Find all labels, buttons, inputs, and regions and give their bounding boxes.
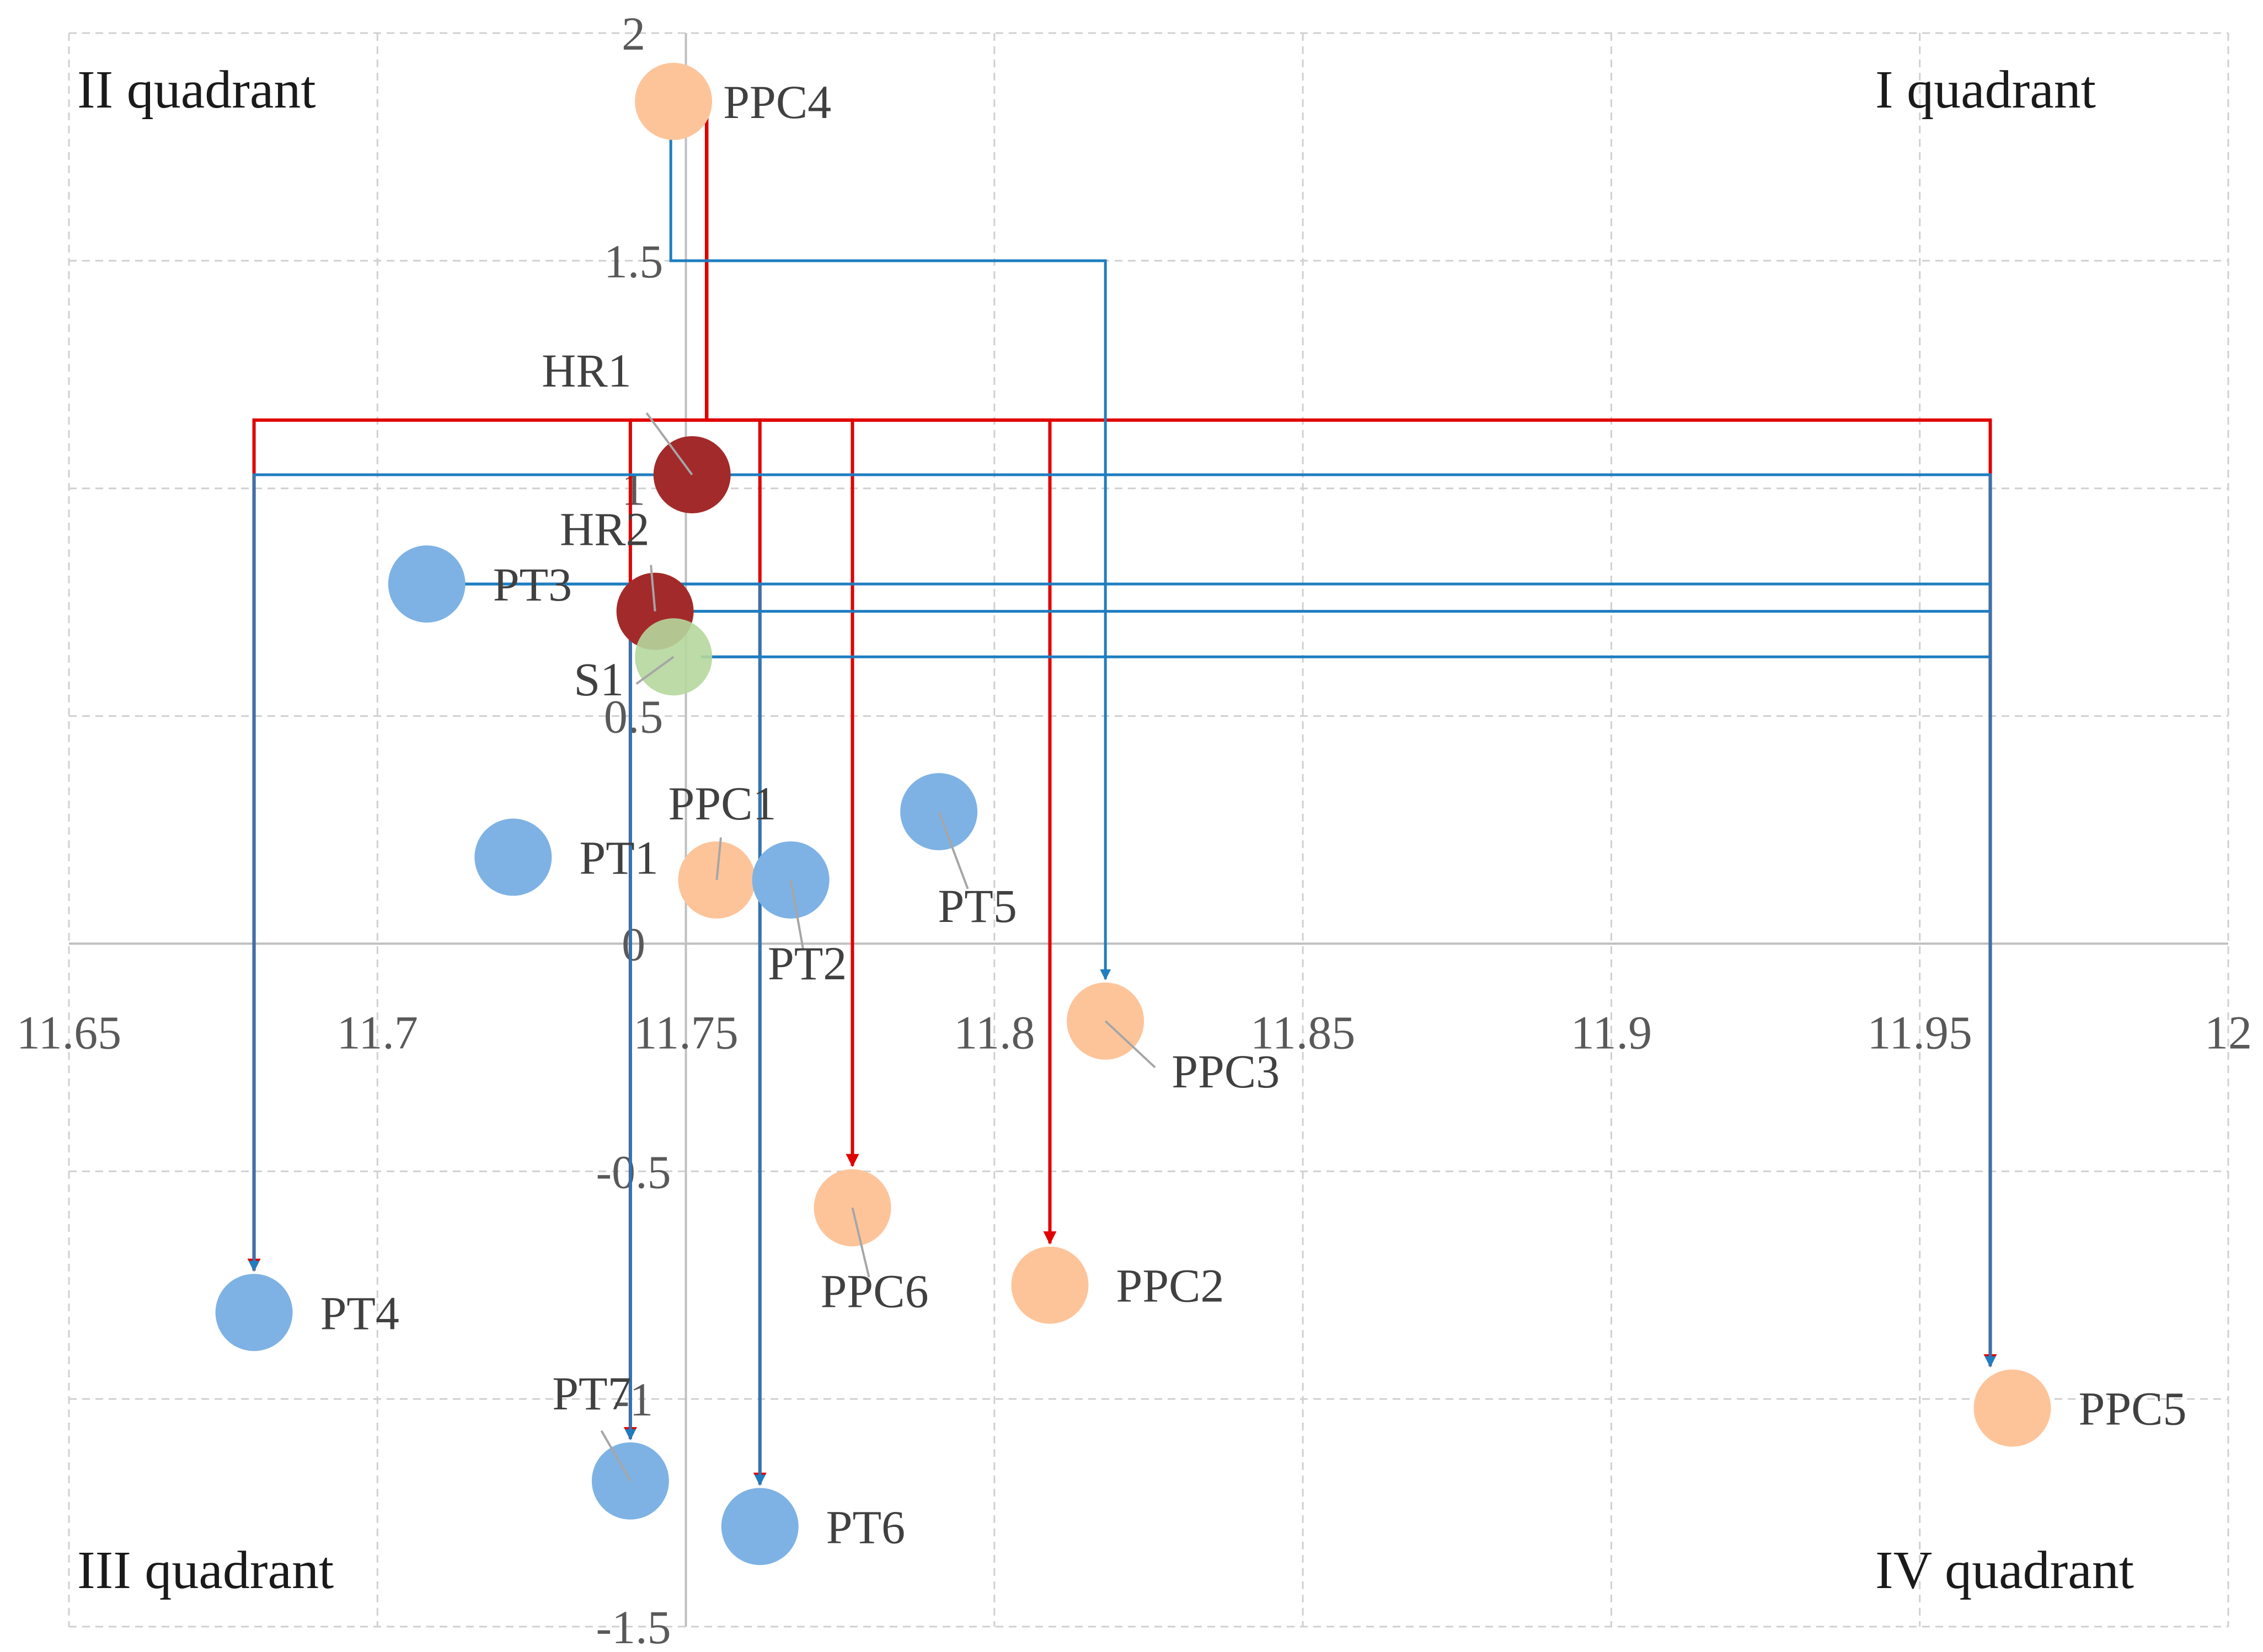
- quadrant-label-II: II quadrant: [77, 60, 316, 120]
- flow-arrow-ppc4-to-ppc3: [669, 106, 1111, 980]
- flow-arrow-pt3-to-ppc5: [454, 582, 1996, 1367]
- x-tick-label: 11.65: [17, 1006, 121, 1059]
- quadrant-label-IV: IV quadrant: [1875, 1541, 2134, 1600]
- x-tick-label: 11.7: [337, 1006, 418, 1059]
- flow-arrow-ppc4-to-ppc5: [705, 106, 1997, 1368]
- flow-arrow-hr1-to-ppc5: [719, 473, 1996, 1367]
- y-tick-label: 0.5: [604, 690, 664, 743]
- x-tick-label: 11.75: [633, 1006, 738, 1059]
- x-tick-label: 11.9: [1571, 1006, 1652, 1059]
- label-pt3: PT3: [493, 558, 572, 611]
- label-ppc2: PPC2: [1116, 1259, 1224, 1312]
- point-ppc4: [635, 62, 713, 140]
- label-ppc3: PPC3: [1171, 1045, 1280, 1098]
- y-tick-label: 0: [622, 918, 645, 970]
- label-ppc5: PPC5: [2079, 1382, 2187, 1435]
- leader-line: [1104, 1020, 1156, 1069]
- label-s1: S1: [574, 653, 624, 706]
- flow-arrow-hr2-to-ppc5: [682, 610, 1996, 1367]
- label-hr2: HR2: [560, 503, 649, 556]
- leader-line: [715, 837, 722, 881]
- y-tick-label: -1: [614, 1373, 654, 1426]
- label-pt7: PT7: [552, 1367, 631, 1420]
- point-pt4: [215, 1274, 293, 1351]
- axes: 11.65 11.7 11.75 11.8 11.85 11.9 11.95 12 2 1.5 1 0…: [17, 7, 2252, 1652]
- label-pt1: PT1: [579, 832, 658, 884]
- quadrant-label-I: I quadrant: [1875, 60, 2096, 120]
- quadrant-label-III: III quadrant: [77, 1541, 334, 1600]
- x-tick-label: 11.95: [1868, 1006, 1972, 1059]
- label-pt5: PT5: [938, 879, 1017, 932]
- point-ppc2: [1011, 1246, 1089, 1324]
- flow-arrows: [247, 106, 1997, 1486]
- label-pt6: PT6: [826, 1500, 905, 1553]
- leader-line: [645, 412, 693, 476]
- grid: [68, 32, 2229, 1628]
- leader-line: [789, 879, 805, 950]
- point-pt1: [474, 818, 552, 896]
- leader-line: [851, 1207, 870, 1278]
- leader-line: [600, 1430, 632, 1482]
- y-tick-label: 1: [622, 463, 645, 516]
- label-pt4: PT4: [320, 1286, 399, 1339]
- x-tick-label: 11.85: [1250, 1006, 1355, 1059]
- leader-line: [938, 811, 969, 889]
- y-tick-label: 1.5: [604, 235, 664, 288]
- flow-arrow-ppc4-to-pt7: [623, 106, 709, 1441]
- point-pt3: [388, 545, 466, 623]
- leader-line: [635, 656, 675, 685]
- label-ppc1: PPC1: [668, 777, 776, 830]
- data-points: [215, 62, 2051, 1565]
- label-ppc4: PPC4: [723, 76, 831, 128]
- label-ppc6: PPC6: [821, 1264, 929, 1317]
- point-pt6: [721, 1488, 799, 1565]
- label-hr1: HR1: [542, 344, 631, 397]
- leader-line: [650, 565, 656, 612]
- y-tick-label: 2: [622, 7, 645, 60]
- point-ppc5: [1973, 1369, 2051, 1447]
- x-tick-label: 12: [2205, 1006, 2252, 1059]
- y-tick-label: -1.5: [596, 1601, 671, 1652]
- flow-arrow-hr1-to-pt4: [248, 473, 720, 1272]
- x-tick-label: 11.8: [954, 1006, 1035, 1059]
- y-tick-label: -0.5: [596, 1145, 671, 1198]
- flow-arrow-ppc4-to-ppc2: [705, 106, 1057, 1245]
- label-pt2: PT2: [768, 937, 847, 990]
